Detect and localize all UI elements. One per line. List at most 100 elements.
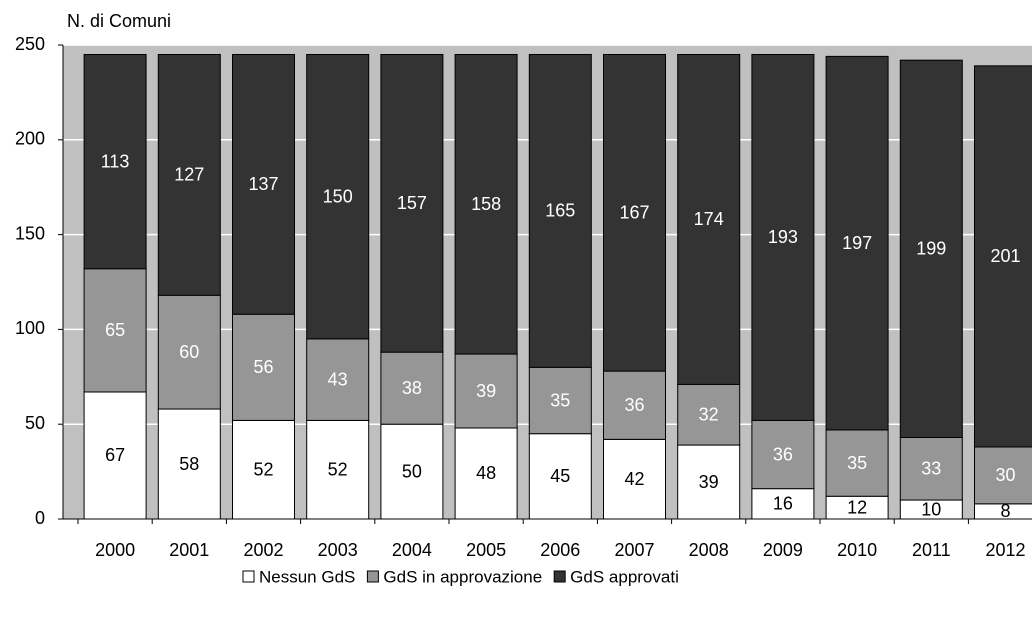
data-label: 52 [328,459,348,479]
bar-segment [83,268,147,393]
bar-segment [899,436,963,501]
data-label: 158 [471,194,501,214]
data-label: 12 [847,497,867,517]
x-tick-label: 2007 [614,540,654,560]
bar-segment [603,438,666,520]
data-label: 39 [699,472,719,492]
data-label: 38 [402,378,422,398]
x-tick-label: 2009 [763,540,803,560]
bar-segment [974,446,1032,505]
legend-label: GdS in approvazione [383,567,542,586]
bar-segment [677,444,741,520]
x-tick-label: 2006 [540,540,580,560]
x-tick-label: 2004 [392,540,432,560]
bar-segment [751,53,815,421]
data-label: 52 [253,459,273,479]
data-label: 201 [990,246,1020,266]
x-tick-label: 2002 [243,540,283,560]
legend-swatch [366,570,379,583]
y-tick-label: 50 [25,413,45,433]
bar-segment [306,338,370,421]
data-label: 36 [624,395,644,415]
bar-segment [454,53,518,355]
x-tick-label: 2011 [912,540,951,560]
data-label: 60 [179,342,199,362]
data-label: 58 [179,454,199,474]
bar-segment [380,351,444,425]
x-tick-label: 2005 [466,540,506,560]
bar-segment [751,419,815,490]
y-tick-label: 0 [35,508,45,528]
y-tick-label: 200 [15,129,45,149]
bar-segment [83,53,147,270]
legend-swatch [242,570,255,583]
data-label: 43 [328,369,348,389]
data-label: 30 [995,465,1015,485]
data-label: 8 [1000,501,1010,521]
bar-segment [528,433,592,520]
data-label: 36 [773,444,793,464]
y-axis-title: N. di Comuni [67,11,171,31]
data-label: 10 [921,499,941,519]
bar-segment [899,59,963,438]
bar-segment [306,53,370,340]
data-label: 56 [253,357,273,377]
y-tick-label: 250 [15,34,45,54]
data-label: 42 [624,469,644,489]
bar-segment [825,429,889,497]
y-tick-label: 100 [15,318,45,338]
data-label: 199 [916,239,946,259]
x-tick-label: 2008 [689,540,729,560]
x-tick-label: 2003 [318,540,358,560]
bar-segment [528,53,592,368]
bar-segment [454,427,518,520]
data-label: 113 [101,151,130,171]
bar-segment [454,353,518,429]
data-label: 127 [174,165,204,185]
bar-segment [603,53,666,372]
bar-segment [380,53,444,353]
data-label: 150 [323,186,353,206]
bar-segment [232,313,295,421]
bar-segment [232,53,295,315]
data-label: 65 [105,320,125,340]
x-tick-label: 2001 [169,540,209,560]
data-label: 137 [248,174,278,194]
bar-segment [677,53,741,385]
legend-swatch [553,570,566,583]
data-label: 157 [397,193,427,213]
bar-segment [528,366,592,435]
data-label: 165 [545,201,575,221]
x-tick-label: 2010 [837,540,877,560]
data-label: 193 [768,227,798,247]
bar-segment [157,408,221,520]
legend-label: Nessun GdS [259,567,355,586]
y-tick-label: 150 [15,223,45,243]
bar-segment [157,53,221,296]
data-label: 197 [842,233,872,253]
bar-segment [157,294,221,410]
data-label: 35 [847,453,867,473]
legend-label: GdS approvati [570,567,679,586]
data-label: 50 [402,461,422,481]
data-label: 35 [550,390,570,410]
bar-segment [974,65,1032,448]
data-label: 48 [476,463,496,483]
bar-segment [306,419,370,520]
data-label: 174 [694,209,724,229]
bar-segment [825,55,889,431]
data-label: 45 [550,466,570,486]
data-label: 32 [699,404,719,424]
x-tick-label: 2000 [95,540,135,560]
bar-segment [232,419,295,520]
x-tick-label: 2012 [985,540,1025,560]
data-label: 167 [619,203,649,223]
data-label: 39 [476,381,496,401]
data-label: 33 [921,459,941,479]
bar-segment [751,488,815,520]
bar-segment [677,383,741,446]
data-label: 16 [773,494,793,514]
data-label: 67 [105,445,125,465]
bar-segment [83,391,147,520]
